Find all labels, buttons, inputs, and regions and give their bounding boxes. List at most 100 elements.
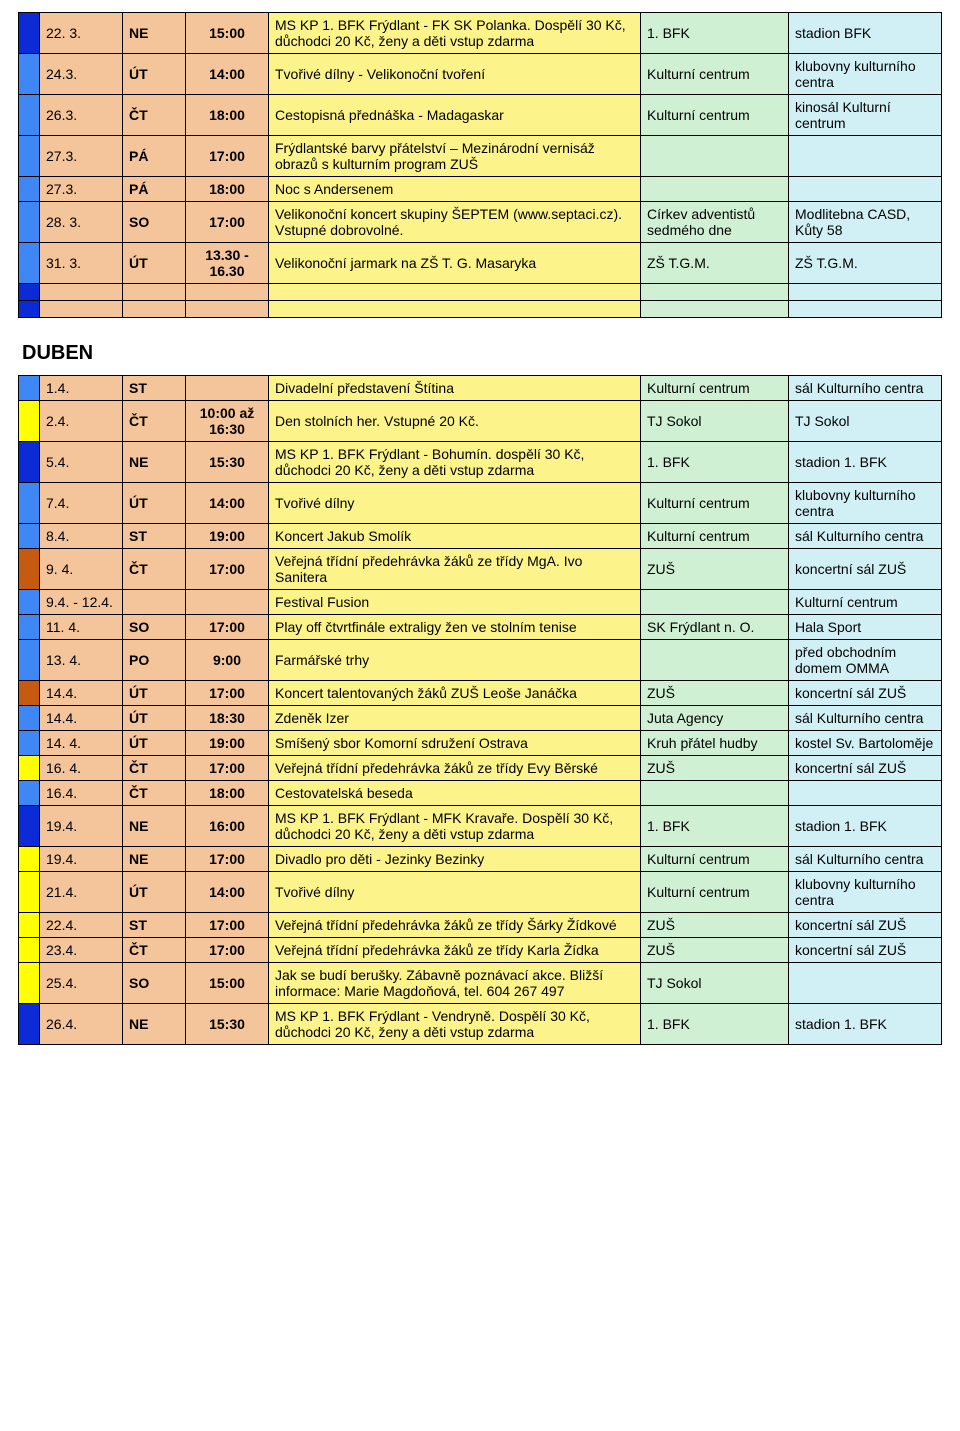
row-color-mark bbox=[19, 177, 40, 202]
row-color-mark bbox=[19, 913, 40, 938]
row-color-mark bbox=[19, 872, 40, 913]
event-date: 11. 4. bbox=[40, 615, 123, 640]
event-location: sál Kulturního centra bbox=[789, 706, 942, 731]
event-date: 16.4. bbox=[40, 781, 123, 806]
event-location: před obchodním domem OMMA bbox=[789, 640, 942, 681]
row-color-mark bbox=[19, 95, 40, 136]
event-location: Modlitebna CASD, Kůty 58 bbox=[789, 202, 942, 243]
event-location bbox=[789, 781, 942, 806]
event-time: 15:30 bbox=[186, 1004, 269, 1045]
row-color-mark bbox=[19, 284, 40, 301]
event-day: ÚT bbox=[123, 483, 186, 524]
event-organizer: Kulturní centrum bbox=[641, 483, 789, 524]
event-time: 15:00 bbox=[186, 963, 269, 1004]
event-organizer: ZUŠ bbox=[641, 913, 789, 938]
row-color-mark bbox=[19, 847, 40, 872]
event-location: koncertní sál ZUŠ bbox=[789, 938, 942, 963]
event-row: 28. 3.SO17:00Velikonoční koncert skupiny… bbox=[19, 202, 942, 243]
event-time: 17:00 bbox=[186, 615, 269, 640]
event-description: MS KP 1. BFK Frýdlant - FK SK Polanka. D… bbox=[269, 13, 641, 54]
event-day: ÚT bbox=[123, 731, 186, 756]
event-row: 26.4.NE15:30MS KP 1. BFK Frýdlant - Vend… bbox=[19, 1004, 942, 1045]
event-row: 19.4.NE17:00Divadlo pro děti - Jezinky B… bbox=[19, 847, 942, 872]
event-row: 16. 4.ČT17:00Veřejná třídní předehrávka … bbox=[19, 756, 942, 781]
event-day: ÚT bbox=[123, 872, 186, 913]
event-location: TJ Sokol bbox=[789, 401, 942, 442]
event-description bbox=[269, 284, 641, 301]
event-description: MS KP 1. BFK Frýdlant - Vendryně. Dospěl… bbox=[269, 1004, 641, 1045]
event-row: 14. 4.ÚT19:00Smíšený sbor Komorní sdruže… bbox=[19, 731, 942, 756]
event-description: MS KP 1. BFK Frýdlant - Bohumín. dospělí… bbox=[269, 442, 641, 483]
event-description: Veřejná třídní předehrávka žáků ze třídy… bbox=[269, 756, 641, 781]
event-organizer: Církev adventistů sedmého dne bbox=[641, 202, 789, 243]
event-date: 28. 3. bbox=[40, 202, 123, 243]
row-color-mark bbox=[19, 301, 40, 318]
event-row: 27.3.PÁ18:00Noc s Andersenem bbox=[19, 177, 942, 202]
event-date: 26.3. bbox=[40, 95, 123, 136]
event-location: stadion BFK bbox=[789, 13, 942, 54]
row-color-mark bbox=[19, 781, 40, 806]
event-location bbox=[789, 177, 942, 202]
event-row: 24.3.ÚT14:00Tvořivé dílny - Velikonoční … bbox=[19, 54, 942, 95]
row-color-mark bbox=[19, 938, 40, 963]
row-color-mark bbox=[19, 681, 40, 706]
event-organizer: ZUŠ bbox=[641, 756, 789, 781]
row-color-mark bbox=[19, 756, 40, 781]
event-location: koncertní sál ZUŠ bbox=[789, 681, 942, 706]
event-row: 25.4.SO15:00Jak se budí berušky. Zábavně… bbox=[19, 963, 942, 1004]
event-date: 8.4. bbox=[40, 524, 123, 549]
event-time: 17:00 bbox=[186, 202, 269, 243]
events-table-1: 22. 3.NE15:00MS KP 1. BFK Frýdlant - FK … bbox=[18, 12, 942, 318]
event-organizer: 1. BFK bbox=[641, 13, 789, 54]
row-color-mark bbox=[19, 54, 40, 95]
event-organizer: TJ Sokol bbox=[641, 963, 789, 1004]
row-color-mark bbox=[19, 615, 40, 640]
row-color-mark bbox=[19, 524, 40, 549]
event-location bbox=[789, 301, 942, 318]
event-organizer: Kulturní centrum bbox=[641, 524, 789, 549]
event-location: stadion 1. BFK bbox=[789, 806, 942, 847]
event-date: 19.4. bbox=[40, 806, 123, 847]
event-time bbox=[186, 376, 269, 401]
event-day: ÚT bbox=[123, 706, 186, 731]
event-description: Velikonoční jarmark na ZŠ T. G. Masaryka bbox=[269, 243, 641, 284]
event-day: ČT bbox=[123, 401, 186, 442]
event-time: 16:00 bbox=[186, 806, 269, 847]
event-time: 17:00 bbox=[186, 549, 269, 590]
event-time: 14:00 bbox=[186, 483, 269, 524]
event-date: 24.3. bbox=[40, 54, 123, 95]
event-time: 17:00 bbox=[186, 913, 269, 938]
event-row: 14.4.ÚT17:00Koncert talentovaných žáků Z… bbox=[19, 681, 942, 706]
event-organizer: Kulturní centrum bbox=[641, 54, 789, 95]
row-color-mark bbox=[19, 13, 40, 54]
event-description: Festival Fusion bbox=[269, 590, 641, 615]
event-date: 23.4. bbox=[40, 938, 123, 963]
event-description: Tvořivé dílny bbox=[269, 483, 641, 524]
event-row: 16.4.ČT18:00Cestovatelská beseda bbox=[19, 781, 942, 806]
event-description: Smíšený sbor Komorní sdružení Ostrava bbox=[269, 731, 641, 756]
event-description: Veřejná třídní předehrávka žáků ze třídy… bbox=[269, 938, 641, 963]
event-description: Noc s Andersenem bbox=[269, 177, 641, 202]
event-row: 21.4.ÚT14:00Tvořivé dílnyKulturní centru… bbox=[19, 872, 942, 913]
event-location: stadion 1. BFK bbox=[789, 1004, 942, 1045]
event-description: Tvořivé dílny bbox=[269, 872, 641, 913]
event-day: NE bbox=[123, 13, 186, 54]
event-day: SO bbox=[123, 963, 186, 1004]
event-organizer bbox=[641, 590, 789, 615]
event-date bbox=[40, 284, 123, 301]
event-time bbox=[186, 590, 269, 615]
row-color-mark bbox=[19, 731, 40, 756]
event-day: ST bbox=[123, 913, 186, 938]
event-organizer: Kulturní centrum bbox=[641, 847, 789, 872]
event-location bbox=[789, 963, 942, 1004]
event-location: Hala Sport bbox=[789, 615, 942, 640]
event-day: SO bbox=[123, 202, 186, 243]
event-date: 14.4. bbox=[40, 706, 123, 731]
event-row: 14.4.ÚT18:30Zdeněk IzerJuta Agencysál Ku… bbox=[19, 706, 942, 731]
event-location: koncertní sál ZUŠ bbox=[789, 549, 942, 590]
event-location bbox=[789, 136, 942, 177]
event-description: Frýdlantské barvy přátelství – Mezinárod… bbox=[269, 136, 641, 177]
event-time bbox=[186, 284, 269, 301]
event-description bbox=[269, 301, 641, 318]
event-date: 22.4. bbox=[40, 913, 123, 938]
